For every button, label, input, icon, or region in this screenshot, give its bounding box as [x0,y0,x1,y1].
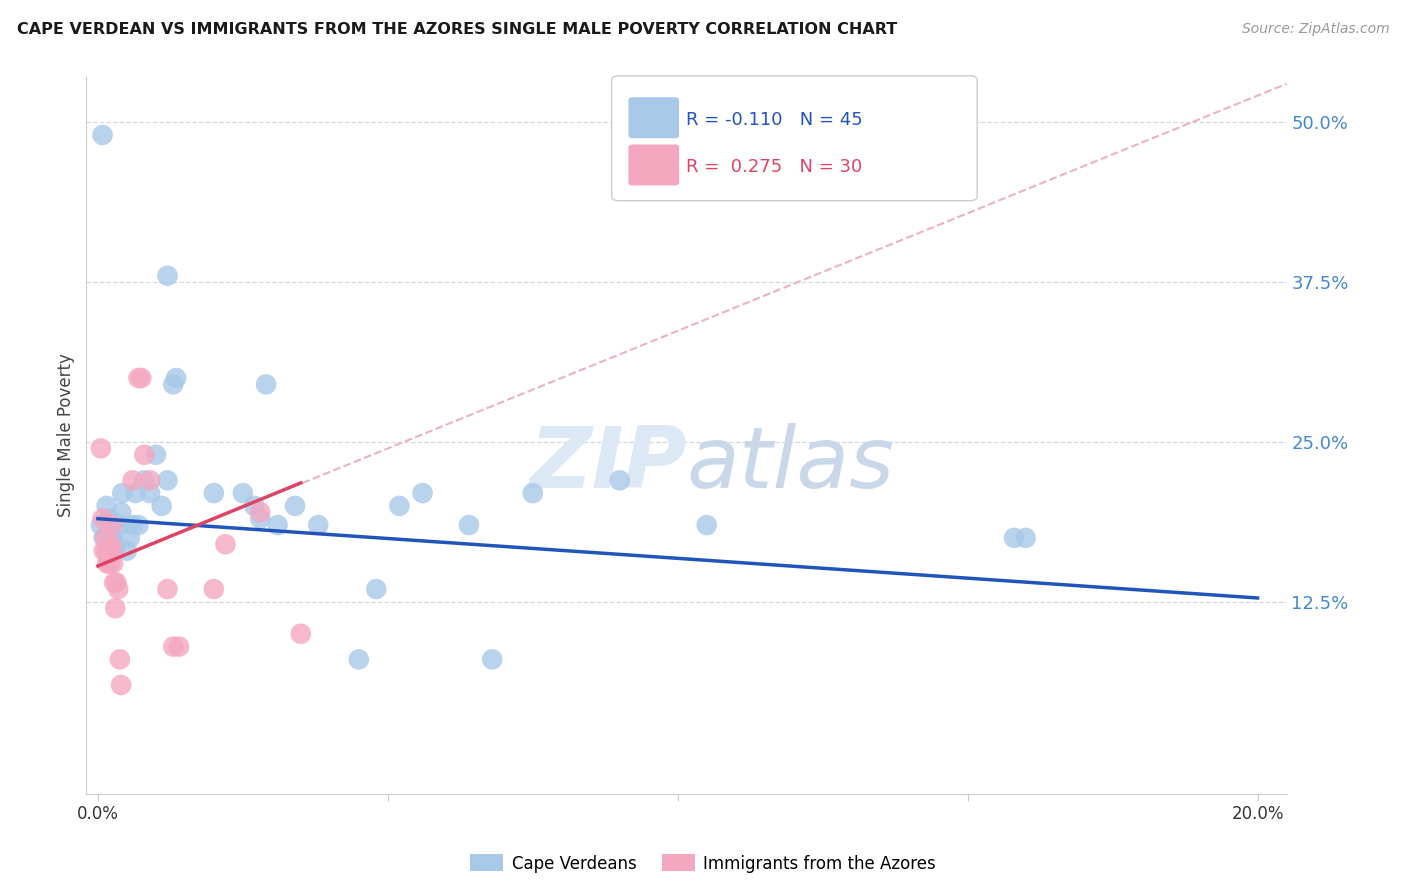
Point [167,640,190,654]
Point [103,537,125,551]
Point [111,486,134,500]
Point [202,582,225,596]
Point [104,601,127,615]
Point [522,486,544,500]
Text: atlas: atlas [686,423,894,506]
Text: Source: ZipAtlas.com: Source: ZipAtlas.com [1241,22,1389,37]
Point [232,486,254,500]
Point [202,486,225,500]
Point [91,511,114,525]
Point [101,518,124,533]
Legend: Cape Verdeans, Immigrants from the Azores: Cape Verdeans, Immigrants from the Azore… [464,847,942,880]
Point [243,499,266,513]
Point [145,448,167,462]
Point [412,486,434,500]
Point [110,505,132,519]
Point [1014,531,1036,545]
Point [118,531,141,545]
Point [134,473,156,487]
Point [696,518,718,533]
Point [121,473,143,487]
Point [127,371,149,385]
Point [121,518,143,533]
Point [1002,531,1025,545]
Point [108,652,131,666]
Text: CAPE VERDEAN VS IMMIGRANTS FROM THE AZORES SINGLE MALE POVERTY CORRELATION CHART: CAPE VERDEAN VS IMMIGRANTS FROM THE AZOR… [17,22,897,37]
Point [307,518,329,533]
Point [266,518,288,533]
Point [458,518,481,533]
Point [284,499,307,513]
Point [214,537,236,551]
Point [94,531,117,545]
Point [249,505,271,519]
Point [156,582,179,596]
Point [388,499,411,513]
Point [90,518,112,533]
Point [100,537,122,551]
Point [609,473,631,487]
Text: ZIP: ZIP [529,423,686,506]
Point [94,543,117,558]
Point [101,531,124,545]
Point [97,543,120,558]
Point [127,518,149,533]
Point [347,652,370,666]
Point [481,652,503,666]
Point [162,640,184,654]
Point [103,575,125,590]
Point [91,128,114,142]
Point [101,543,124,558]
Point [101,557,124,571]
Point [107,582,129,596]
Point [110,678,132,692]
Point [90,442,112,456]
Point [98,511,121,525]
Point [124,486,146,500]
Point [156,268,179,283]
Text: R =  0.275   N = 30: R = 0.275 N = 30 [686,158,862,176]
Point [115,543,138,558]
Y-axis label: Single Male Poverty: Single Male Poverty [58,353,75,517]
Point [156,473,179,487]
Point [162,377,184,392]
Point [249,511,271,525]
Point [290,627,312,641]
Point [101,518,124,533]
Point [107,518,129,533]
Text: R = -0.110   N = 45: R = -0.110 N = 45 [686,111,863,128]
Point [131,371,153,385]
Point [105,575,128,590]
Point [139,473,162,487]
Point [165,371,187,385]
Point [366,582,388,596]
Point [93,543,115,558]
Point [98,557,121,571]
Point [254,377,277,392]
Point [97,550,120,565]
Point [139,486,162,500]
Point [134,448,156,462]
Point [96,499,118,513]
Point [150,499,173,513]
Point [104,543,127,558]
Point [96,557,118,571]
Point [93,531,115,545]
